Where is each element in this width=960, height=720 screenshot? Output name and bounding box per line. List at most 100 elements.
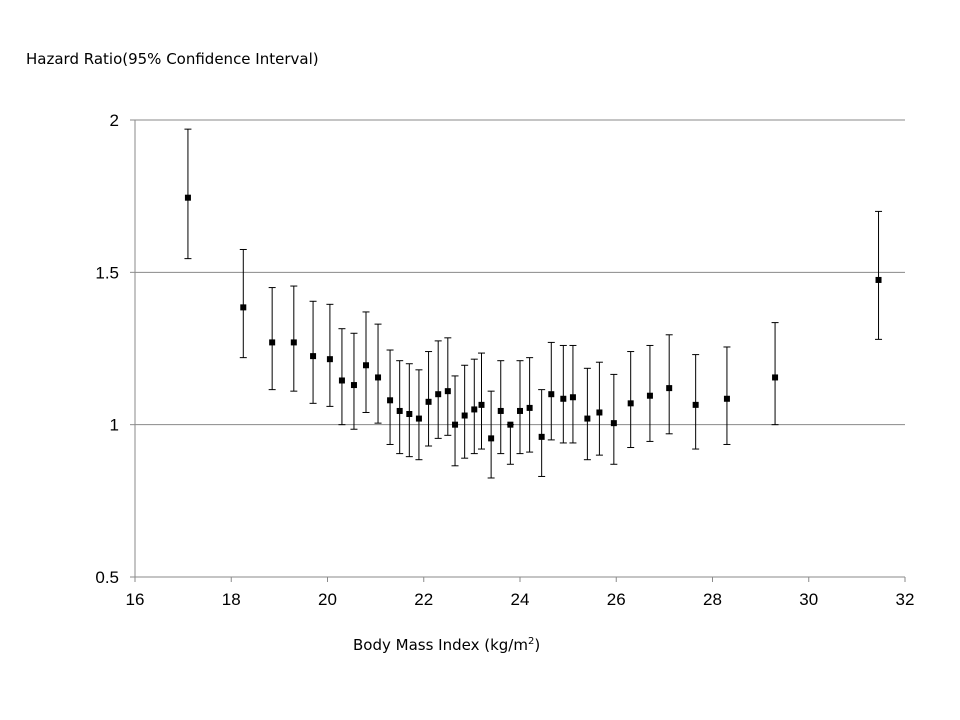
data-point-marker — [326, 356, 333, 363]
data-point-marker — [415, 415, 422, 422]
data-point-group — [434, 340, 442, 439]
data-point-marker — [435, 391, 442, 398]
x-tick-label: 32 — [896, 590, 915, 609]
data-point-group — [415, 369, 423, 461]
data-point-group — [595, 361, 603, 456]
x-tick-labels: 16 18 20 22 24 26 28 30 32 — [126, 590, 915, 609]
data-point-marker — [548, 391, 555, 398]
data-point-marker — [692, 401, 699, 408]
data-point-group — [396, 360, 404, 455]
data-point-group — [362, 311, 370, 413]
y-tick-label: 1 — [110, 416, 119, 435]
data-point-marker — [310, 353, 317, 360]
data-point-marker — [240, 304, 247, 311]
data-point-marker — [444, 388, 451, 395]
x-tick-label: 20 — [318, 590, 337, 609]
data-point-marker — [526, 404, 533, 411]
y-axis-title: Hazard Ratio(95% Confidence Interval) — [26, 50, 319, 68]
x-tick-label: 26 — [607, 590, 626, 609]
data-point-group — [326, 303, 334, 407]
data-point-group — [875, 210, 883, 340]
data-point-marker — [666, 385, 673, 392]
data-point-marker — [538, 433, 545, 440]
axes — [130, 119, 906, 582]
data-point-group — [338, 328, 346, 426]
data-point-marker — [350, 382, 357, 389]
data-point-group — [646, 344, 654, 442]
data-point-group — [350, 332, 358, 430]
data-point-marker — [184, 194, 191, 201]
data-point-group — [665, 334, 673, 435]
data-point-group — [497, 360, 505, 455]
data-point-group — [627, 351, 635, 449]
data-point-group — [506, 421, 514, 465]
y-tick-label: 1.5 — [95, 263, 119, 282]
data-point-marker — [387, 397, 394, 404]
data-point-marker — [497, 407, 504, 414]
data-point-marker — [772, 374, 779, 381]
data-point-group — [405, 363, 413, 458]
x-tick-label: 30 — [799, 590, 818, 609]
data-point-group — [478, 352, 485, 450]
data-point-group — [239, 248, 247, 359]
data-point-group — [374, 323, 382, 424]
data-point-group — [461, 364, 469, 459]
data-point-marker — [269, 339, 276, 346]
data-point-marker — [560, 395, 567, 402]
y-tick-labels: 0.5 1 1.5 2 — [95, 111, 119, 587]
data-point-marker — [406, 411, 413, 418]
data-point-group — [610, 373, 618, 465]
data-point-group — [184, 128, 192, 260]
data-point-group — [290, 285, 298, 392]
data-point-marker — [596, 409, 603, 416]
data-point-group — [692, 354, 700, 450]
data-point-group — [538, 389, 546, 477]
x-tick-label: 24 — [511, 590, 530, 609]
data-point-group — [771, 322, 779, 426]
y-tick-label: 2 — [110, 111, 119, 130]
data-point-marker — [461, 412, 468, 419]
data-point-marker — [478, 401, 485, 408]
data-point-marker — [584, 415, 591, 422]
data-point-marker — [507, 421, 514, 428]
data-point-marker — [517, 407, 523, 414]
data-point-marker — [396, 407, 403, 414]
data-point-group — [559, 344, 567, 444]
data-point-group — [425, 351, 433, 447]
data-point-marker — [610, 420, 617, 427]
data-point-group — [723, 346, 731, 445]
data-point-group — [268, 287, 276, 391]
data-point-group — [386, 349, 394, 445]
x-axis-title-close: ) — [534, 636, 541, 654]
data-point-marker — [569, 394, 576, 401]
data-point-marker — [471, 406, 478, 413]
data-point-marker — [627, 400, 634, 407]
data-series — [184, 128, 883, 479]
data-point-marker — [646, 392, 653, 399]
x-axis-title: Body Mass Index (kg/m2) — [353, 636, 540, 654]
x-tick-label: 16 — [126, 590, 145, 609]
data-point-group — [444, 337, 452, 436]
x-tick-label: 28 — [703, 590, 722, 609]
data-point-marker — [452, 421, 459, 428]
x-tick-label: 18 — [222, 590, 241, 609]
data-point-marker — [723, 395, 730, 402]
data-point-group — [526, 357, 534, 453]
x-axis-title-superscript: 2 — [527, 636, 535, 647]
data-point-marker — [338, 377, 345, 384]
x-axis-title-main: Body Mass Index (kg/m — [353, 636, 528, 654]
data-point-group — [451, 375, 459, 467]
data-point-group — [569, 344, 577, 444]
y-tick-label: 0.5 — [95, 568, 119, 587]
data-point-group — [470, 358, 478, 455]
data-point-marker — [375, 374, 382, 381]
data-point-group — [487, 390, 495, 479]
data-point-group — [583, 367, 591, 461]
data-point-group — [547, 341, 555, 441]
data-point-marker — [363, 362, 369, 369]
data-point-marker — [875, 276, 882, 283]
data-point-marker — [488, 435, 495, 442]
data-point-group — [516, 360, 524, 455]
data-point-marker — [290, 339, 297, 346]
data-point-marker — [425, 398, 432, 405]
